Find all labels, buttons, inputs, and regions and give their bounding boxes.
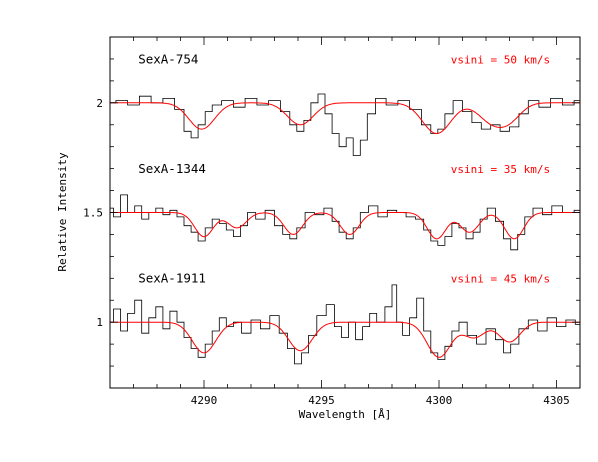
y-axis-label: Relative Intensity [56,152,69,272]
star-name-label: SexA-1344 [138,161,206,176]
vsini-label: vsini = 50 km/s [451,53,550,66]
observed-spectrum-3 [110,284,580,365]
y-tick-label: 2 [96,97,103,110]
model-spectrum-2 [110,212,580,240]
y-tick-label: 1 [96,316,103,329]
observed-spectrum-1 [110,93,580,156]
series-labels: SexA-754 vsini = 50 km/s SexA-1344 vsini = … [138,51,550,285]
model-spectrum-3 [110,321,580,358]
model-spectrum-1 [110,102,580,135]
plot-frame [109,36,581,389]
y-tick-label: 1.5 [83,207,103,220]
star-name-label: SexA-1911 [138,271,206,286]
plot-area [110,93,580,365]
observed-spectrum-2 [110,194,580,251]
star-name-label: SexA-754 [138,51,198,66]
vsini-label: vsini = 45 km/s [451,273,550,286]
x-axis-label: Wavelength [Å] [299,408,392,421]
x-tick-label: 4295 [308,394,335,407]
x-tick-label: 4290 [191,394,218,407]
x-tick-label: 4305 [543,394,570,407]
x-tick-label: 4300 [426,394,453,407]
axis-ticks [109,36,581,389]
axis-tick-labels: 4290 4295 4300 4305 1 1.5 2 [83,97,570,407]
vsini-label: vsini = 35 km/s [451,163,550,176]
